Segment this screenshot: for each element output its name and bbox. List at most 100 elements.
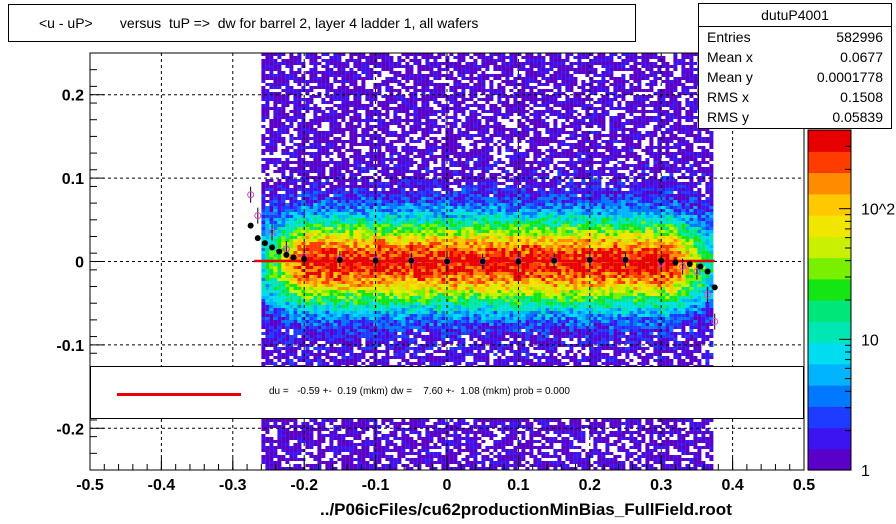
heat-cell <box>397 110 402 113</box>
heat-cell <box>281 434 286 437</box>
heat-cell <box>417 305 422 308</box>
heat-cell <box>377 137 382 140</box>
heat-cell <box>389 221 394 224</box>
heat-cell <box>273 266 278 269</box>
heat-cell <box>269 65 274 68</box>
heat-cell <box>365 329 370 332</box>
heat-cell <box>425 104 430 107</box>
heat-cell <box>361 272 366 275</box>
heat-cell <box>361 353 366 356</box>
heat-cell <box>289 242 294 245</box>
heat-cell <box>293 266 298 269</box>
heat-cell <box>345 269 350 272</box>
heat-cell <box>293 443 298 446</box>
heat-cell <box>345 89 350 92</box>
heat-cell <box>329 251 334 254</box>
heat-cell <box>277 263 282 266</box>
heat-cell <box>365 92 370 95</box>
heat-cell <box>397 197 402 200</box>
heat-cell <box>429 299 434 302</box>
heat-cell <box>265 158 270 161</box>
heat-cell <box>409 170 414 173</box>
heat-cell <box>361 326 366 329</box>
heat-cell <box>413 428 418 431</box>
heat-cell <box>293 77 298 80</box>
heat-cell <box>417 173 422 176</box>
heat-cell <box>405 287 410 290</box>
heat-cell <box>357 467 362 470</box>
heat-cell <box>409 95 414 98</box>
heat-cell <box>389 71 394 74</box>
heat-cell <box>317 323 322 326</box>
heat-cell <box>297 188 302 191</box>
heat-cell <box>273 134 278 137</box>
heat-cell <box>409 230 414 233</box>
heat-cell <box>277 431 282 434</box>
heat-cell <box>273 161 278 164</box>
heat-cell <box>273 263 278 266</box>
heat-cell <box>429 128 434 131</box>
heat-cell <box>341 326 346 329</box>
heat-cell <box>289 281 294 284</box>
heat-cell <box>377 308 382 311</box>
heat-cell <box>293 263 298 266</box>
heat-cell <box>333 266 338 269</box>
heat-cell <box>365 287 370 290</box>
heat-cell <box>369 62 374 65</box>
heat-cell <box>381 209 386 212</box>
heat-cell <box>389 149 394 152</box>
heat-cell <box>409 443 414 446</box>
heat-cell <box>345 299 350 302</box>
heat-cell <box>429 308 434 311</box>
heat-cell <box>429 437 434 440</box>
heat-cell <box>313 65 318 68</box>
heat-cell <box>317 437 322 440</box>
heat-cell <box>421 68 426 71</box>
heat-cell <box>305 215 310 218</box>
heat-cell <box>341 290 346 293</box>
heat-cell <box>297 137 302 140</box>
heat-cell <box>301 98 306 101</box>
heat-cell <box>297 311 302 314</box>
heat-cell <box>313 86 318 89</box>
heat-cell <box>373 434 378 437</box>
heat-cell <box>265 62 270 65</box>
heat-cell <box>417 443 422 446</box>
heat-cell <box>369 104 374 107</box>
heat-cell <box>285 353 290 356</box>
heat-cell <box>353 116 358 119</box>
heat-cell <box>297 200 302 203</box>
heat-cell <box>401 302 406 305</box>
heat-cell <box>369 128 374 131</box>
heat-cell <box>333 323 338 326</box>
heat-cell <box>405 362 410 365</box>
heat-cell <box>281 224 286 227</box>
heat-cell <box>353 320 358 323</box>
heat-cell <box>353 359 358 362</box>
heat-cell <box>321 185 326 188</box>
heat-cell <box>353 242 358 245</box>
heat-cell <box>369 326 374 329</box>
heat-cell <box>373 338 378 341</box>
heat-cell <box>309 170 314 173</box>
heat-cell <box>365 326 370 329</box>
heat-cell <box>381 356 386 359</box>
heat-cell <box>429 281 434 284</box>
heat-cell <box>281 338 286 341</box>
heat-cell <box>389 80 394 83</box>
heat-cell <box>365 269 370 272</box>
heat-cell <box>429 221 434 224</box>
heat-cell <box>425 89 430 92</box>
heat-cell <box>409 149 414 152</box>
heat-cell <box>409 356 414 359</box>
heat-cell <box>405 284 410 287</box>
heat-cell <box>281 269 286 272</box>
heat-cell <box>377 317 382 320</box>
heat-cell <box>293 434 298 437</box>
heat-cell <box>361 119 366 122</box>
heat-cell <box>421 149 426 152</box>
heat-cell <box>409 236 414 239</box>
heat-cell <box>321 101 326 104</box>
heat-cell <box>341 131 346 134</box>
heat-cell <box>353 341 358 344</box>
